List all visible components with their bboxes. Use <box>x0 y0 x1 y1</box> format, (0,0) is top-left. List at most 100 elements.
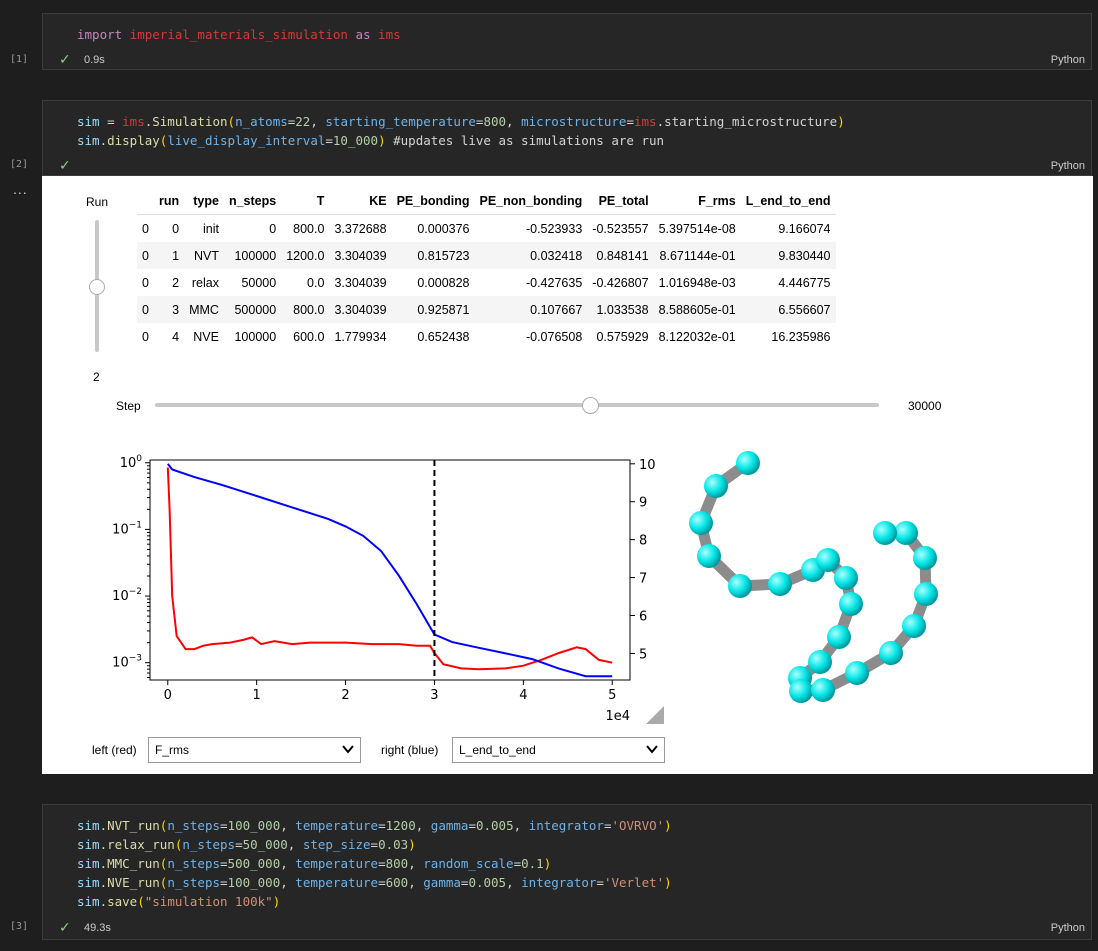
run-slider-handle[interactable] <box>89 279 105 295</box>
table-cell: 3.372688 <box>334 221 387 236</box>
table-header: type <box>184 187 224 215</box>
left-axis-dropdown[interactable]: F_rms <box>148 737 361 763</box>
atom <box>834 566 858 590</box>
code-token: ims <box>122 114 145 129</box>
table-cell: -0.523933 <box>525 221 583 236</box>
table-cell: 9.166074 <box>778 221 831 236</box>
code-token: , <box>408 875 424 890</box>
code-token: random_scale <box>423 856 514 871</box>
step-slider-track[interactable] <box>155 403 879 407</box>
table-header: PE_bonding <box>391 187 475 215</box>
right-dropdown-label: right (blue) <box>381 743 439 757</box>
table-cell: -0.426807 <box>592 275 649 290</box>
left-tick-label: 10−2 <box>112 587 142 604</box>
cell-3-language[interactable]: Python <box>1050 922 1085 934</box>
code-token: ) <box>272 894 281 909</box>
code-token: ( <box>159 818 168 833</box>
table-cell: 1200.0 <box>281 242 330 269</box>
table-header: KE <box>329 187 392 215</box>
right-tick-label: 7 <box>639 572 647 587</box>
code-token: 0.1 <box>521 856 544 871</box>
code-token: ) <box>378 133 386 148</box>
code-token: integrator <box>528 818 604 833</box>
table-cell: 0 <box>142 329 149 344</box>
table-cell: 4 <box>172 329 180 344</box>
output-menu-icon[interactable]: ... <box>13 181 28 197</box>
success-check-icon: ✓ <box>59 157 71 173</box>
atom <box>697 544 721 568</box>
atom <box>689 511 713 535</box>
code-token: gamma <box>423 875 461 890</box>
code-token: .relax_run <box>99 837 175 852</box>
code-token: .NVE_run <box>99 875 160 890</box>
cell-3-code[interactable]: sim.NVT_run(n_steps=100_000, temperature… <box>43 816 672 911</box>
table-header: n_steps <box>223 187 282 215</box>
code-token: ) <box>543 856 552 871</box>
table-row: 0 1 NVT 100000 1200.0 3.304039 0.815723 0.03241… <box>137 242 836 269</box>
code-token: n_steps <box>182 837 236 852</box>
table-cell: 1.779934 <box>334 329 387 344</box>
x-tick-label: 1 <box>253 688 261 703</box>
table-cell: 100000 <box>234 329 277 344</box>
code-token: step_size <box>302 837 371 852</box>
cell-1-language[interactable]: Python <box>1050 54 1085 66</box>
code-token: = <box>220 856 228 871</box>
atom <box>894 521 918 545</box>
table-cell: 100000 <box>223 242 282 269</box>
table-cell: 0 <box>172 221 180 236</box>
code-token: sim <box>77 837 100 852</box>
resize-handle[interactable] <box>646 706 664 724</box>
code-token: , <box>506 875 522 890</box>
atom <box>902 614 926 638</box>
step-slider-handle[interactable] <box>582 397 600 414</box>
atom <box>827 625 851 649</box>
x-tick-label: 0 <box>164 688 172 703</box>
table-cell: 0 <box>142 275 149 290</box>
table-cell: 0.652438 <box>417 329 470 344</box>
code-token: , <box>415 818 431 833</box>
code-token: = <box>220 818 228 833</box>
code-token: = <box>220 875 228 890</box>
table-cell: 8.122032e-01 <box>658 329 736 344</box>
cell-3-number: [3] <box>10 921 29 932</box>
code-line: import imperial_materials_simulation as … <box>77 25 401 44</box>
code-cell-3[interactable]: sim.NVT_run(n_steps=100_000, temperature… <box>42 804 1092 940</box>
code-line: sim.display(live_display_interval=10_000… <box>77 131 845 150</box>
table-cell: -0.427635 <box>525 275 583 290</box>
atom <box>879 641 903 665</box>
code-token: 500_000 <box>227 856 281 871</box>
table-cell: 3.304039 <box>334 275 387 290</box>
table-cell: 800.0 <box>281 296 330 323</box>
code-cell-1[interactable]: import imperial_materials_simulation as … <box>42 13 1092 70</box>
code-token: starting_temperature <box>325 114 476 129</box>
code-token: = <box>460 875 469 890</box>
x-offset-label: 1e4 <box>605 709 630 723</box>
right-axis-dropdown[interactable]: L_end_to_end <box>452 737 665 763</box>
atom <box>816 548 840 572</box>
table-cell: NVT <box>184 242 224 269</box>
cell-1-code[interactable]: import imperial_materials_simulation as … <box>43 25 401 44</box>
right-tick-label: 6 <box>639 610 647 625</box>
code-token: ims <box>633 114 657 129</box>
chevron-down-icon <box>646 745 658 754</box>
cell-3-exec-time: 49.3s <box>84 922 111 934</box>
molecule-3d-view[interactable] <box>682 448 982 703</box>
table-cell: 0.032418 <box>474 242 588 269</box>
code-cell-2[interactable]: sim = ims.Simulation(n_atoms=22, startin… <box>42 100 1092 176</box>
atom <box>811 678 835 702</box>
red-series-line <box>166 467 613 671</box>
code-line: sim.NVT_run(n_steps=100_000, temperature… <box>77 816 672 835</box>
table-cell: 0.575929 <box>596 329 649 344</box>
cell-2-code[interactable]: sim = ims.Simulation(n_atoms=22, startin… <box>43 112 845 150</box>
table-cell: 16.235986 <box>771 329 831 344</box>
code-token: = <box>325 133 333 148</box>
code-token: imperial_materials_simulation <box>129 27 348 42</box>
cell-1-exec-time: 0.9s <box>84 54 105 66</box>
left-dropdown-label: left (red) <box>92 743 137 757</box>
code-line: sim.NVE_run(n_steps=100_000, temperature… <box>77 873 672 892</box>
code-token: ( <box>227 114 236 129</box>
table-cell: 2 <box>172 275 180 290</box>
code-token: ( <box>137 894 145 909</box>
cell-2-language[interactable]: Python <box>1050 160 1085 172</box>
code-token: ( <box>159 133 168 148</box>
